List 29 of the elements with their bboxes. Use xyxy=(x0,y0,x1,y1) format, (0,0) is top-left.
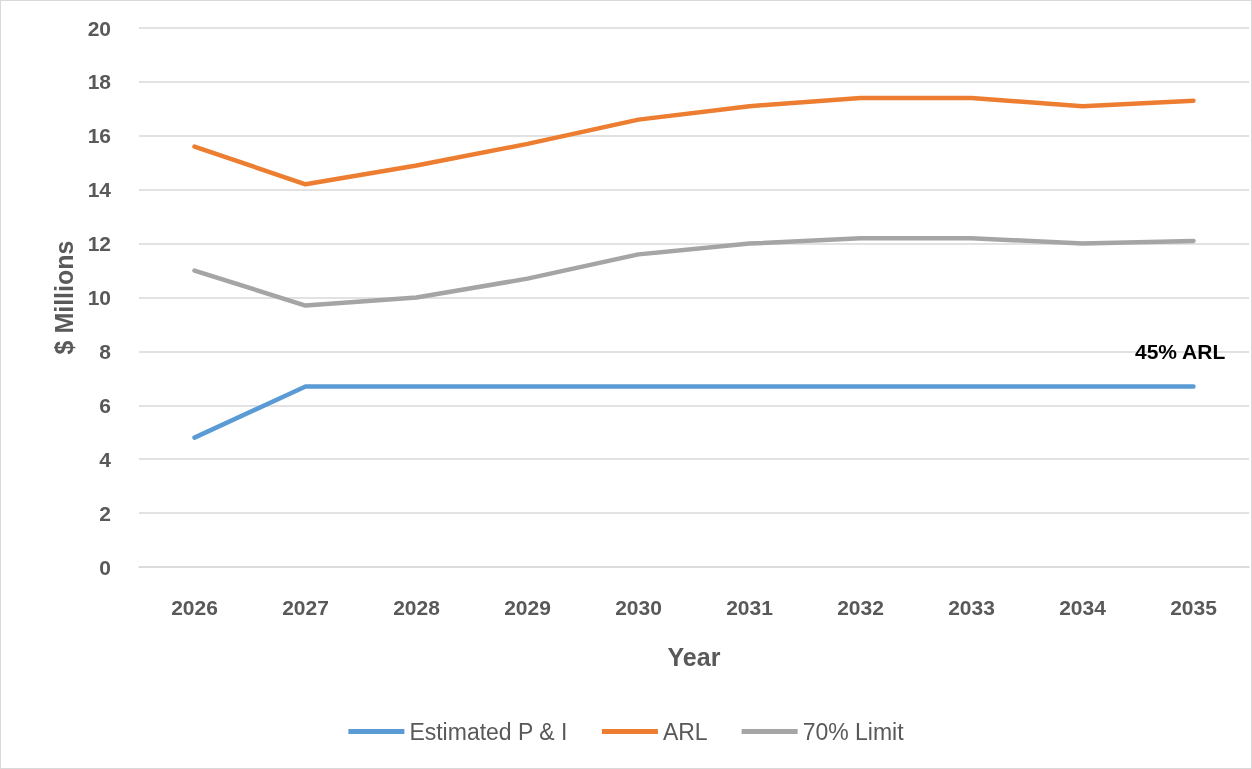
y-tick-label: 2 xyxy=(99,501,111,525)
legend-label: ARL xyxy=(662,718,708,745)
x-tick-label: 2029 xyxy=(504,596,551,619)
x-tick-label: 2027 xyxy=(282,596,329,619)
x-tick-label: 2033 xyxy=(948,596,995,619)
line-series xyxy=(192,95,1196,187)
y-tick-label: 6 xyxy=(99,393,111,417)
y-tick-label: 14 xyxy=(87,178,112,202)
y-tick-label: 0 xyxy=(99,555,111,579)
x-tick-label: 2026 xyxy=(171,596,218,619)
x-tick-label: 2031 xyxy=(726,596,774,619)
y-tick-label: 8 xyxy=(99,339,112,363)
legend-label: 70% Limit xyxy=(802,718,905,745)
y-tick-label: 16 xyxy=(87,124,111,148)
y-tick-label: 12 xyxy=(87,232,111,256)
line-series xyxy=(192,235,1196,308)
x-tick-label: 2028 xyxy=(393,596,441,619)
x-tick-label: 2035 xyxy=(1170,596,1218,619)
x-tick-label: 2034 xyxy=(1059,596,1107,619)
y-tick-label: 10 xyxy=(87,286,111,309)
y-axis-title: $ Millions xyxy=(50,240,79,355)
legend-label: Estimated P & I xyxy=(409,718,568,745)
y-tick-label: 20 xyxy=(87,16,111,40)
x-tick-label: 2032 xyxy=(837,596,884,619)
x-tick-label: 2030 xyxy=(615,596,662,619)
x-axis-title: Year xyxy=(667,642,721,671)
y-tick-label: 18 xyxy=(87,70,112,94)
y-tick-label: 4 xyxy=(99,447,112,471)
annotation: 45% ARL xyxy=(1134,340,1226,363)
